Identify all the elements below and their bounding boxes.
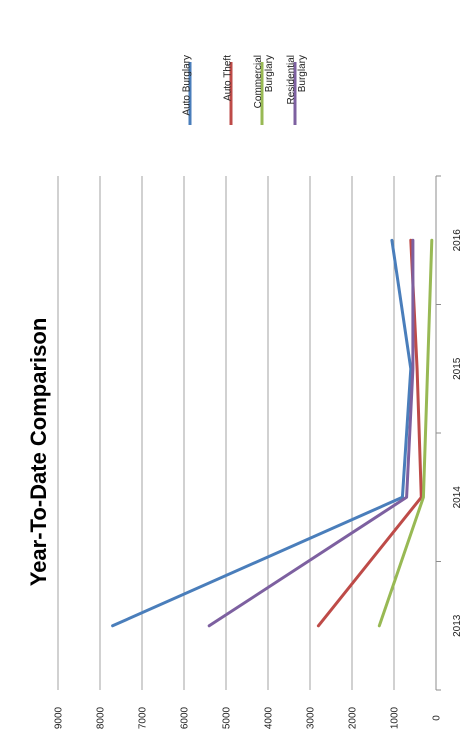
x-tick-labels: 2013 2014 2015 2016: [452, 229, 463, 637]
series-lines: [111, 238, 434, 628]
y-tick-label: 1000: [390, 706, 401, 729]
y-tick-label: 0: [432, 715, 443, 721]
x-tick-label: 2016: [452, 229, 463, 252]
legend-label: Commercial: [253, 55, 264, 108]
series-line: [207, 238, 415, 628]
y-tick-label: 8000: [96, 706, 107, 729]
legend: Auto Burglary Auto Theft Commercial Burglar…: [182, 55, 308, 125]
axes: [435, 175, 441, 691]
chart-title: Year-To-Date Comparison: [26, 318, 51, 587]
y-tick-label: 2000: [348, 706, 359, 729]
legend-label: Residential: [286, 55, 297, 104]
y-tick-label: 6000: [180, 706, 191, 729]
legend-label: Auto Theft: [223, 55, 234, 101]
y-tick-label: 5000: [222, 706, 233, 729]
y-tick-label: 7000: [138, 706, 149, 729]
y-tick-label: 4000: [264, 706, 275, 729]
x-tick-label: 2014: [452, 486, 463, 509]
gridlines: [57, 176, 395, 690]
legend-label: Auto Burglary: [182, 55, 193, 116]
legend-label: Burglary: [297, 55, 308, 92]
x-tick-label: 2013: [452, 614, 463, 637]
series-line: [377, 238, 434, 628]
x-tick-label: 2015: [452, 357, 463, 380]
y-tick-label: 3000: [306, 706, 317, 729]
legend-label: Burglary: [264, 55, 275, 92]
series-line: [111, 238, 413, 628]
y-tick-labels: 0 1000 2000 3000 4000 5000 6000 7000 8000 9000: [54, 706, 443, 729]
y-tick-label: 9000: [54, 706, 65, 729]
